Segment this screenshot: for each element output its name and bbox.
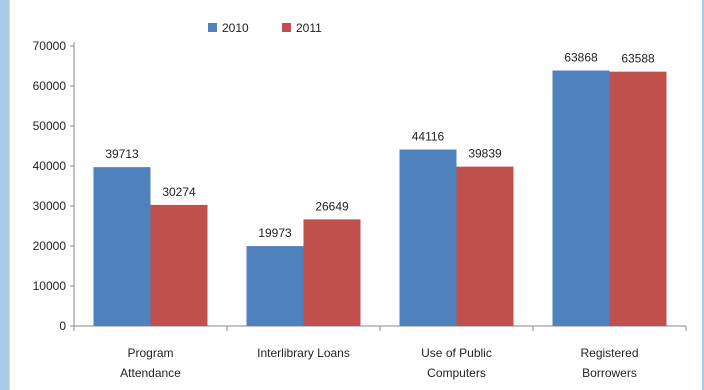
y-tick-label: 20000 bbox=[33, 239, 67, 253]
x-category-label: Registered bbox=[580, 346, 638, 360]
chart-frame: 0 10000 20000 30000 40000 50000 60000 70000 Prog… bbox=[9, 0, 702, 390]
legend-label: 2010 bbox=[222, 21, 249, 35]
bar bbox=[399, 149, 457, 326]
bar-chart: 0 10000 20000 30000 40000 50000 60000 70000 Prog… bbox=[33, 21, 687, 380]
x-category-label: Attendance bbox=[120, 366, 181, 380]
legend-swatch bbox=[208, 23, 217, 32]
y-tick-label: 70000 bbox=[33, 39, 67, 53]
data-label: 39839 bbox=[468, 147, 502, 161]
y-tick-label: 50000 bbox=[33, 119, 67, 133]
bar bbox=[93, 167, 151, 326]
x-category-label: Computers bbox=[427, 366, 486, 380]
data-label: 39713 bbox=[105, 147, 139, 161]
y-tick-label: 0 bbox=[59, 319, 66, 333]
legend-label: 2011 bbox=[296, 21, 322, 35]
data-label: 26649 bbox=[315, 199, 349, 213]
legend: 2010 2011 bbox=[208, 21, 322, 35]
legend-swatch bbox=[282, 23, 291, 32]
bar bbox=[150, 204, 208, 326]
data-label: 63868 bbox=[564, 51, 598, 65]
x-category-label: Borrowers bbox=[582, 366, 637, 380]
x-category-label: Interlibrary Loans bbox=[257, 346, 350, 360]
bar bbox=[456, 166, 514, 326]
y-tick-label: 10000 bbox=[33, 279, 67, 293]
y-tick-label: 40000 bbox=[33, 159, 67, 173]
axes: 0 10000 20000 30000 40000 50000 60000 70000 Prog… bbox=[33, 39, 687, 380]
data-labels: 39713 30274 19973 26649 44116 39839 63868 63588 bbox=[105, 51, 655, 241]
bars bbox=[93, 70, 667, 326]
data-label: 44116 bbox=[412, 130, 445, 144]
bar bbox=[303, 219, 361, 326]
data-label: 19973 bbox=[258, 226, 292, 240]
bar bbox=[246, 246, 304, 326]
data-label: 30274 bbox=[162, 185, 196, 199]
data-label: 63588 bbox=[621, 52, 655, 66]
bar bbox=[552, 70, 610, 326]
y-tick-label: 60000 bbox=[33, 79, 67, 93]
bar bbox=[609, 71, 667, 326]
x-category-label: Program bbox=[127, 346, 173, 360]
y-tick-label: 30000 bbox=[33, 199, 67, 213]
x-category-label: Use of Public bbox=[421, 346, 492, 360]
